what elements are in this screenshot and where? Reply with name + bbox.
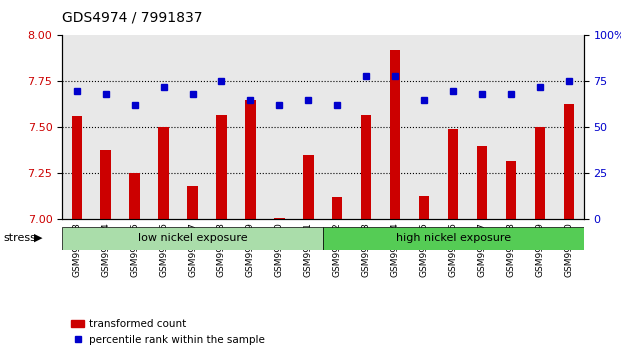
Bar	[274, 218, 284, 219]
Bar	[332, 198, 342, 219]
Bar	[419, 195, 429, 219]
Bar	[506, 161, 517, 219]
Legend: transformed count, percentile rank within the sample: transformed count, percentile rank withi…	[67, 315, 270, 349]
Bar	[477, 146, 487, 219]
Bar	[303, 155, 314, 219]
Bar	[535, 127, 545, 219]
Bar	[101, 149, 111, 219]
Bar	[448, 129, 458, 219]
Text: low nickel exposure: low nickel exposure	[138, 233, 247, 243]
FancyBboxPatch shape	[323, 227, 584, 250]
Bar	[188, 186, 197, 219]
Bar	[361, 115, 371, 219]
Text: stress: stress	[3, 233, 36, 243]
Text: high nickel exposure: high nickel exposure	[396, 233, 511, 243]
Text: ▶: ▶	[34, 233, 43, 243]
FancyBboxPatch shape	[62, 227, 323, 250]
Bar	[71, 116, 82, 219]
Text: GDS4974 / 7991837: GDS4974 / 7991837	[62, 11, 202, 25]
Bar	[158, 127, 169, 219]
Bar	[390, 50, 401, 219]
Bar	[216, 115, 227, 219]
Bar	[129, 173, 140, 219]
Bar	[564, 103, 574, 219]
Bar	[245, 100, 256, 219]
